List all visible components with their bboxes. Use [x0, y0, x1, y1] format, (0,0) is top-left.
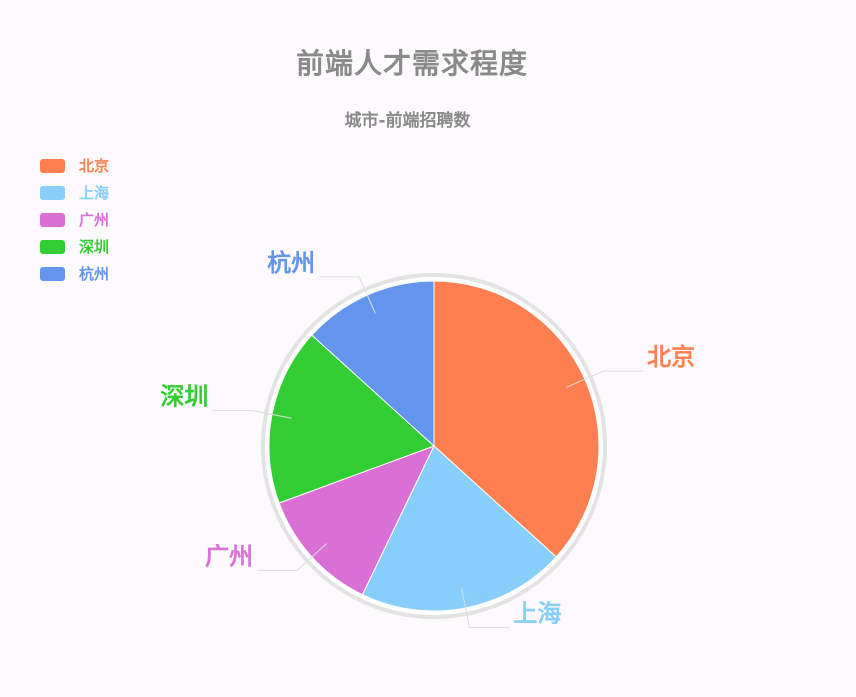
leader-line-4: [319, 276, 376, 314]
legend-swatch: [40, 266, 65, 281]
legend-label: 上海: [79, 184, 110, 202]
legend-label: 北京: [79, 157, 110, 175]
leader-line-3: [212, 410, 292, 419]
legend-item-2[interactable]: 广州: [40, 206, 109, 233]
slice-label-3: 深圳: [160, 383, 208, 411]
legend-label: 广州: [79, 211, 110, 229]
legend-item-4[interactable]: 杭州: [40, 260, 109, 287]
slice-label-1: 上海: [513, 600, 561, 628]
slice-label-0: 北京: [647, 343, 695, 371]
slice-label-2: 广州: [205, 542, 253, 570]
chart-title: 前端人才需求程度: [295, 47, 528, 80]
legend-label: 深圳: [79, 238, 110, 256]
legend-item-0[interactable]: 北京: [40, 152, 109, 179]
leader-line-0: [566, 370, 644, 388]
chart-subtitle: 城市-前端招聘数: [344, 111, 471, 131]
legend-item-3[interactable]: 深圳: [40, 233, 109, 260]
legend-swatch: [40, 239, 65, 254]
legend-swatch: [40, 158, 65, 173]
legend: 北京 上海 广州 深圳 杭州: [40, 152, 109, 287]
leader-line-2: [257, 543, 327, 571]
slice-label-4: 杭州: [267, 249, 315, 277]
legend-item-1[interactable]: 上海: [40, 179, 109, 206]
legend-swatch: [40, 185, 65, 200]
legend-swatch: [40, 212, 65, 227]
leader-line-1: [461, 588, 510, 629]
legend-label: 杭州: [79, 265, 110, 283]
